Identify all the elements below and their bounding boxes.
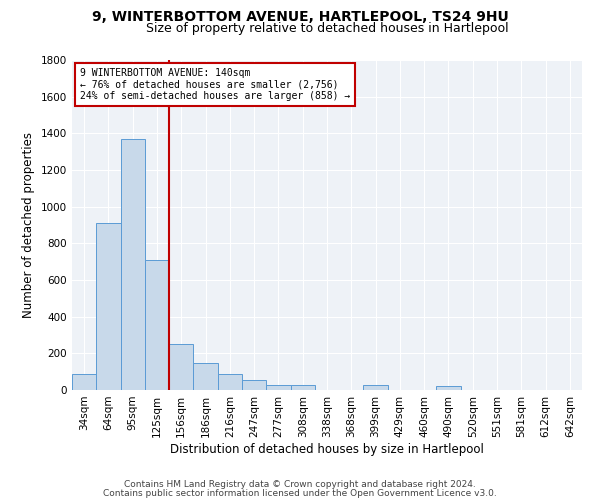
X-axis label: Distribution of detached houses by size in Hartlepool: Distribution of detached houses by size …: [170, 442, 484, 456]
Title: Size of property relative to detached houses in Hartlepool: Size of property relative to detached ho…: [146, 22, 508, 35]
Bar: [290, 384, 315, 390]
Bar: [96, 223, 121, 390]
Bar: [266, 384, 290, 390]
Bar: [242, 380, 266, 390]
Text: Contains HM Land Registry data © Crown copyright and database right 2024.: Contains HM Land Registry data © Crown c…: [124, 480, 476, 489]
Text: Contains public sector information licensed under the Open Government Licence v3: Contains public sector information licen…: [103, 488, 497, 498]
Bar: [218, 374, 242, 390]
Bar: [436, 386, 461, 390]
Bar: [169, 344, 193, 390]
Bar: [72, 374, 96, 390]
Bar: [145, 260, 169, 390]
Bar: [193, 364, 218, 390]
Text: 9 WINTERBOTTOM AVENUE: 140sqm
← 76% of detached houses are smaller (2,756)
24% o: 9 WINTERBOTTOM AVENUE: 140sqm ← 76% of d…: [80, 68, 350, 102]
Y-axis label: Number of detached properties: Number of detached properties: [22, 132, 35, 318]
Text: 9, WINTERBOTTOM AVENUE, HARTLEPOOL, TS24 9HU: 9, WINTERBOTTOM AVENUE, HARTLEPOOL, TS24…: [92, 10, 508, 24]
Bar: [364, 386, 388, 390]
Bar: [121, 139, 145, 390]
